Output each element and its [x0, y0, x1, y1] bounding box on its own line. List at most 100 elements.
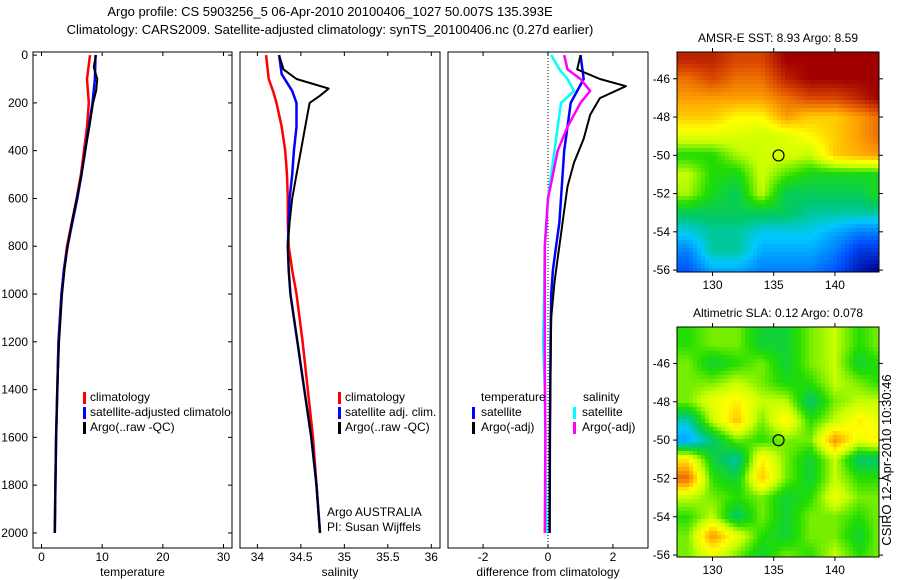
heatmap-cell [689, 56, 693, 60]
heatmap-cell [757, 224, 761, 228]
heatmap-cell [749, 176, 753, 180]
heatmap-cell [721, 76, 725, 80]
heatmap-cell [677, 351, 681, 355]
heatmap-cell [777, 152, 781, 156]
heatmap-cell [677, 268, 681, 272]
heatmap-cell [849, 339, 853, 343]
heatmap-cell [701, 479, 705, 483]
heatmap-cell [709, 327, 713, 331]
heatmap-cell [725, 208, 729, 212]
heatmap-cell [709, 88, 713, 92]
heatmap-cell [749, 208, 753, 212]
heatmap-cell [765, 216, 769, 220]
heatmap-cell [697, 220, 701, 224]
heatmap-cell [829, 455, 833, 459]
heatmap-cell [745, 196, 749, 200]
heatmap-cell [813, 84, 817, 88]
heatmap-cell [801, 475, 805, 479]
heatmap-cell [737, 359, 741, 363]
heatmap-cell [757, 120, 761, 124]
heatmap-cell [793, 375, 797, 379]
heatmap-cell [837, 220, 841, 224]
heatmap-cell [825, 371, 829, 375]
heatmap-cell [801, 172, 805, 176]
series-line-climatology [53, 54, 92, 533]
heatmap-cell [693, 403, 697, 407]
heatmap-cell [793, 443, 797, 447]
heatmap-cell [801, 224, 805, 228]
heatmap-cell [873, 68, 877, 72]
heatmap-cell [733, 419, 737, 423]
heatmap-cell [809, 76, 813, 80]
heatmap-cell [753, 88, 757, 92]
heatmap-cell [777, 212, 781, 216]
heatmap-cell [685, 156, 689, 160]
heatmap-cell [825, 148, 829, 152]
heatmap-cell [785, 72, 789, 76]
heatmap-cell [813, 447, 817, 451]
heatmap-cell [713, 367, 717, 371]
heatmap-cell [745, 339, 749, 343]
heatmap-cell [737, 208, 741, 212]
heatmap-cell [861, 172, 865, 176]
heatmap-cell [877, 156, 879, 160]
heatmap-cell [741, 152, 745, 156]
heatmap-cell [797, 112, 801, 116]
heatmap-cell [797, 96, 801, 100]
heatmap-cell [769, 439, 773, 443]
heatmap-cell [717, 487, 721, 491]
heatmap-cell [749, 415, 753, 419]
heatmap-cell [721, 176, 725, 180]
heatmap-cell [733, 160, 737, 164]
heatmap-cell [781, 479, 785, 483]
heatmap-cell [837, 136, 841, 140]
heatmap-cell [765, 399, 769, 403]
heatmap-cell [773, 447, 777, 451]
heatmap-cell [797, 387, 801, 391]
heatmap-cell [761, 479, 765, 483]
heatmap-cell [697, 367, 701, 371]
heatmap-cell [733, 252, 737, 256]
heatmap-cell [809, 339, 813, 343]
heatmap-cell [773, 327, 777, 331]
heatmap-cell [853, 347, 857, 351]
heatmap-cell [861, 144, 865, 148]
heatmap-cell [737, 415, 741, 419]
heatmap-cell [837, 256, 841, 260]
heatmap-cell [733, 116, 737, 120]
heatmap-cell [741, 391, 745, 395]
heatmap-cell [777, 164, 781, 168]
heatmap-cell [717, 359, 721, 363]
heatmap-cell [805, 359, 809, 363]
heatmap-cell [737, 60, 741, 64]
heatmap-cell [813, 64, 817, 68]
heatmap-cell [733, 459, 737, 463]
heatmap-cell [765, 192, 769, 196]
heatmap-cell [777, 367, 781, 371]
heatmap-cell [865, 439, 869, 443]
heatmap-cell [701, 327, 705, 331]
heatmap-cell [721, 467, 725, 471]
heatmap-cell [797, 120, 801, 124]
heatmap-cell [861, 212, 865, 216]
heatmap-cell [753, 56, 757, 60]
heatmap-cell [869, 407, 873, 411]
heatmap-cell [865, 252, 869, 256]
heatmap-cell [705, 244, 709, 248]
heatmap-cell [753, 148, 757, 152]
heatmap-cell [837, 443, 841, 447]
heatmap-cell [685, 152, 689, 156]
heatmap-cell [865, 260, 869, 264]
heatmap-cell [737, 248, 741, 252]
heatmap-cell [821, 196, 825, 200]
heatmap-cell [777, 228, 781, 232]
heatmap-cell [829, 387, 833, 391]
heatmap-cell [681, 463, 685, 467]
heatmap-cell [693, 144, 697, 148]
heatmap-cell [849, 371, 853, 375]
heatmap-cell [845, 100, 849, 104]
heatmap-cell [873, 399, 877, 403]
heatmap-cell [821, 244, 825, 248]
heatmap-cell [753, 136, 757, 140]
heatmap-cell [709, 387, 713, 391]
